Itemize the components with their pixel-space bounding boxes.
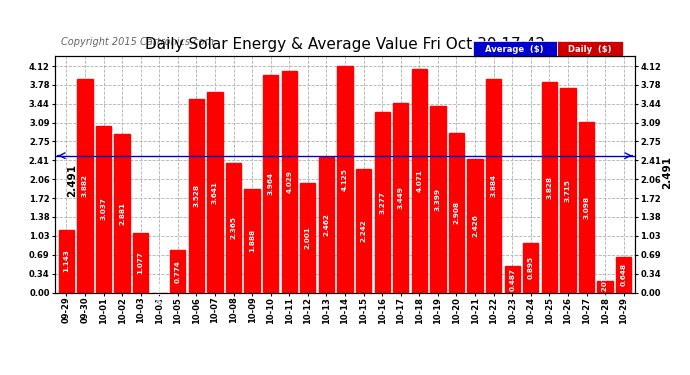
Bar xyxy=(467,159,483,292)
Text: 3.098: 3.098 xyxy=(584,196,589,219)
Text: 3.884: 3.884 xyxy=(491,174,497,197)
Text: 3.528: 3.528 xyxy=(193,184,199,207)
Text: 2.491: 2.491 xyxy=(662,156,671,189)
Text: 2.242: 2.242 xyxy=(361,219,366,242)
Bar xyxy=(170,250,186,292)
Text: 2.426: 2.426 xyxy=(472,214,478,237)
Text: 0.774: 0.774 xyxy=(175,260,181,283)
Text: Average  ($): Average ($) xyxy=(485,45,544,54)
Bar xyxy=(598,281,613,292)
Bar xyxy=(189,99,204,292)
Text: 4.071: 4.071 xyxy=(416,169,422,192)
Text: 2.365: 2.365 xyxy=(230,216,237,239)
Bar xyxy=(356,170,371,292)
Bar xyxy=(486,79,501,292)
Bar xyxy=(523,243,538,292)
Text: 2.462: 2.462 xyxy=(324,213,329,236)
Bar xyxy=(133,233,148,292)
Bar xyxy=(542,82,557,292)
Text: 3.399: 3.399 xyxy=(435,188,441,211)
Text: 4.125: 4.125 xyxy=(342,168,348,190)
Bar xyxy=(579,122,594,292)
FancyBboxPatch shape xyxy=(473,41,557,57)
Text: 2.908: 2.908 xyxy=(453,201,460,224)
Text: 0.207: 0.207 xyxy=(602,276,608,298)
Text: 0.648: 0.648 xyxy=(620,263,627,286)
Text: 2.881: 2.881 xyxy=(119,202,125,225)
Text: 3.037: 3.037 xyxy=(101,198,106,220)
Text: 3.964: 3.964 xyxy=(268,172,274,195)
Bar xyxy=(616,257,631,292)
Title: Daily Solar Energy & Average Value Fri Oct 30 17:42: Daily Solar Energy & Average Value Fri O… xyxy=(145,37,545,52)
Text: 0.000: 0.000 xyxy=(156,281,162,304)
Bar xyxy=(244,189,259,292)
Bar xyxy=(115,134,130,292)
Text: Daily  ($): Daily ($) xyxy=(568,45,611,54)
Text: 2.001: 2.001 xyxy=(305,226,311,249)
Bar xyxy=(300,183,315,292)
Text: 3.449: 3.449 xyxy=(397,186,404,209)
Text: 2.491: 2.491 xyxy=(67,164,77,197)
Bar xyxy=(208,93,223,292)
Bar xyxy=(59,230,74,292)
Bar xyxy=(431,106,446,292)
Bar xyxy=(226,163,241,292)
Text: 1.143: 1.143 xyxy=(63,250,70,273)
Text: 3.882: 3.882 xyxy=(82,174,88,197)
Text: 4.029: 4.029 xyxy=(286,170,293,193)
Text: Copyright 2015 Cartronics.com: Copyright 2015 Cartronics.com xyxy=(61,37,214,47)
Text: 3.828: 3.828 xyxy=(546,176,553,199)
FancyBboxPatch shape xyxy=(557,41,623,57)
Text: 3.715: 3.715 xyxy=(565,179,571,202)
Bar xyxy=(263,75,278,292)
Bar xyxy=(412,69,427,292)
Bar xyxy=(337,66,353,292)
Bar xyxy=(449,133,464,292)
Bar xyxy=(96,126,111,292)
Text: 0.487: 0.487 xyxy=(509,268,515,291)
Bar xyxy=(77,79,92,292)
Text: 0.895: 0.895 xyxy=(528,256,534,279)
Bar xyxy=(504,266,520,292)
Bar xyxy=(375,112,390,292)
Bar xyxy=(282,71,297,292)
Bar xyxy=(393,103,408,292)
Text: 3.277: 3.277 xyxy=(379,191,385,214)
Text: 3.641: 3.641 xyxy=(212,181,218,204)
Bar xyxy=(319,157,334,292)
Text: 1.888: 1.888 xyxy=(249,229,255,252)
Bar xyxy=(560,88,575,292)
Text: 1.077: 1.077 xyxy=(137,252,144,274)
